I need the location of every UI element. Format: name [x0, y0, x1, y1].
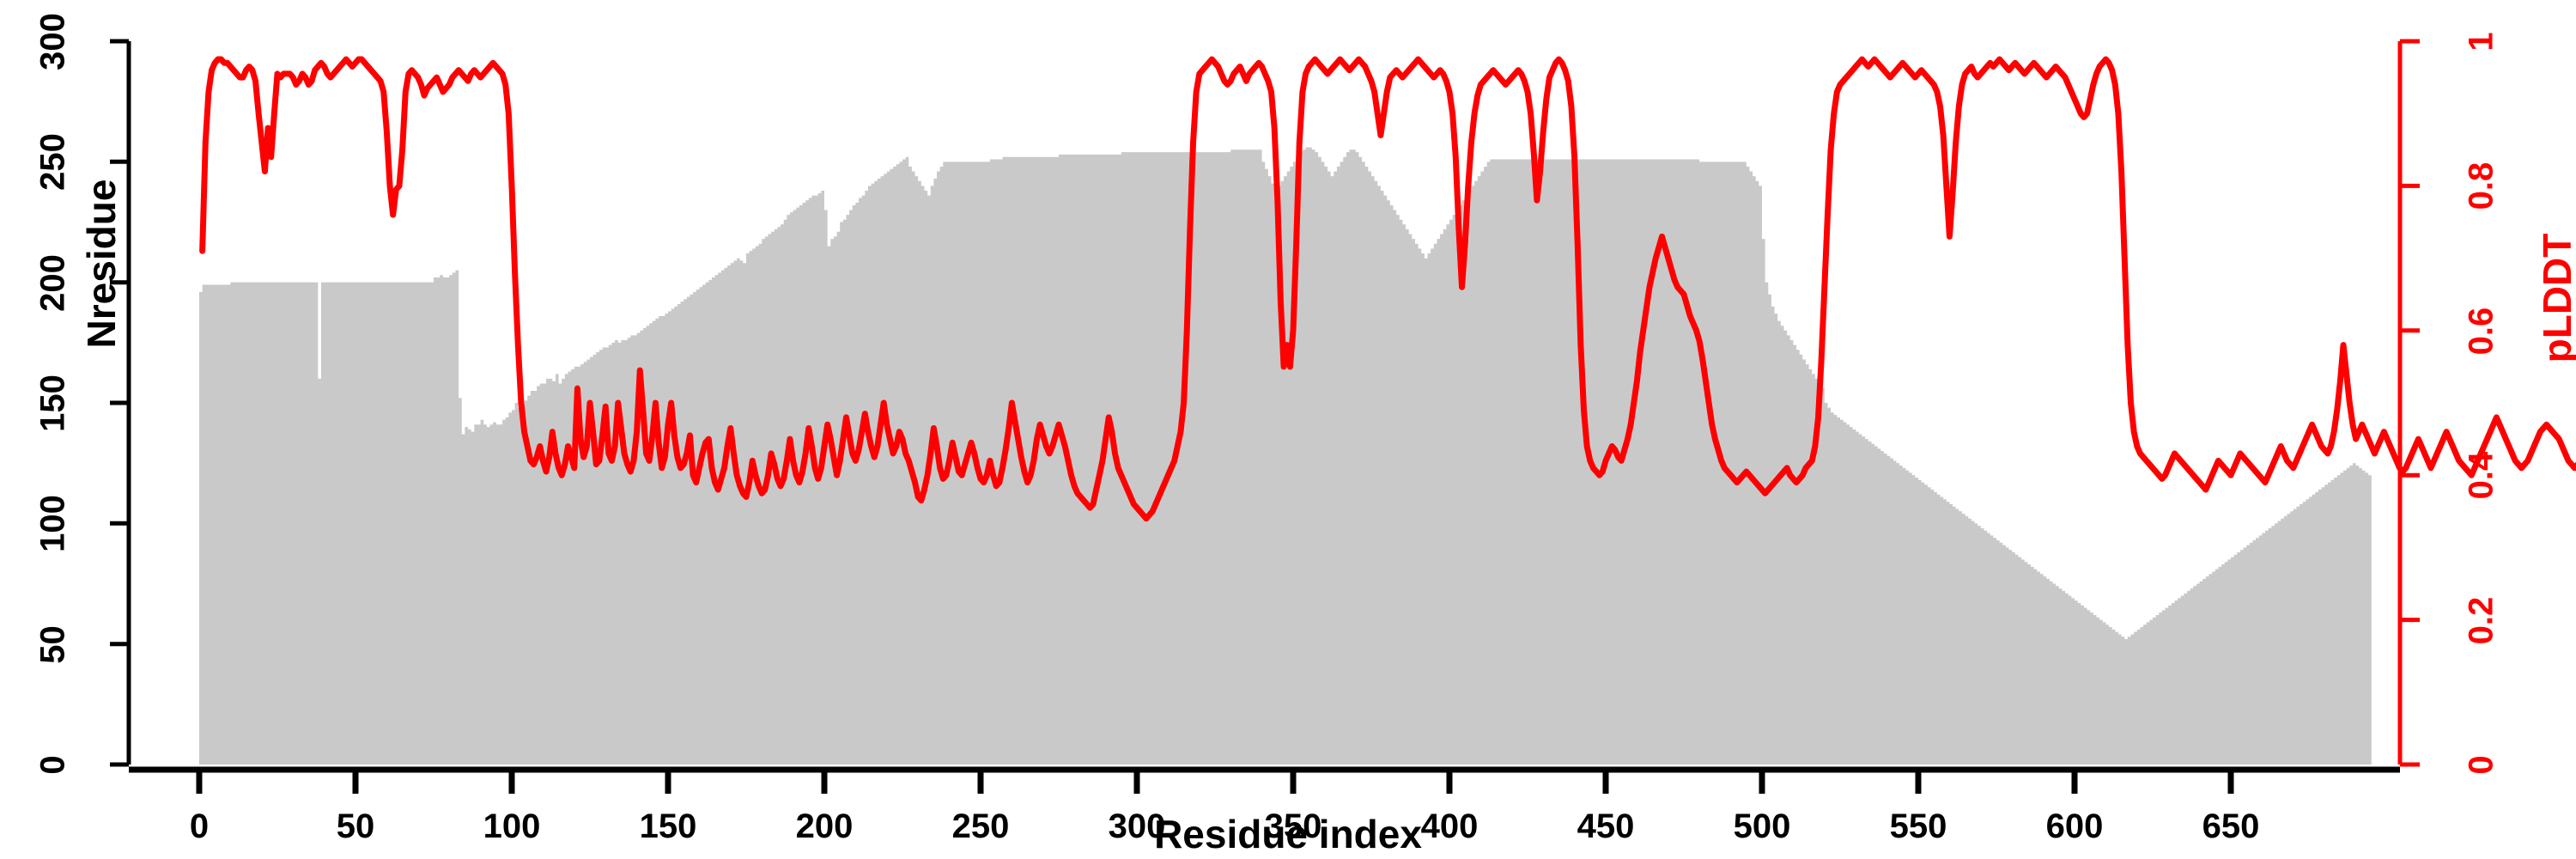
x-axis-title: Residue index	[1154, 812, 1422, 856]
x-tick-label: 650	[2202, 807, 2260, 845]
x-tick-label: 500	[1733, 807, 1791, 845]
x-tick-label: 300	[1108, 807, 1166, 845]
y-tick-label: 250	[33, 133, 72, 192]
x-tick-label: 600	[2045, 807, 2104, 845]
x-tick-label: 100	[483, 807, 541, 845]
x-tick-label: 550	[1889, 807, 1947, 845]
y-axis-title: Nresidue	[79, 179, 124, 349]
y-tick-label: 200	[33, 253, 72, 312]
y-tick-label: 300	[33, 13, 72, 70]
y-tick-label: 150	[33, 375, 72, 432]
plddt-line	[199, 56, 2576, 522]
y2-tick-label: 0.2	[2462, 596, 2500, 644]
x-tick-label: 50	[336, 807, 375, 845]
bar-series	[199, 147, 2372, 765]
y-tick-label: 0	[33, 755, 72, 775]
x-tick-label: 200	[795, 807, 854, 845]
x-tick-label: 350	[1264, 807, 1322, 845]
nresidue-bars	[199, 147, 2372, 765]
axis-line	[110, 39, 131, 767]
y2-axis-title: pLDDT	[2535, 233, 2576, 363]
x-tick-label: 450	[1577, 807, 1635, 845]
y2-tick-label: 0	[2462, 755, 2500, 775]
y-tick-label: 100	[33, 495, 72, 553]
x-tick-label: 150	[639, 807, 697, 845]
y2-tick-label: 0.8	[2462, 162, 2500, 210]
y2-tick-label: 1	[2462, 32, 2500, 52]
axis-line	[2397, 39, 2420, 767]
x-tick-label: 0	[189, 807, 210, 845]
axes-lines	[110, 39, 2420, 794]
line-series	[199, 56, 2576, 522]
x-tick-label: 400	[1420, 807, 1479, 845]
axis-line	[129, 766, 2400, 794]
y2-tick-label: 0.4	[2462, 451, 2500, 500]
y2-tick-label: 0.6	[2462, 307, 2500, 356]
y-tick-label: 50	[33, 624, 72, 664]
x-tick-label: 250	[951, 807, 1010, 845]
